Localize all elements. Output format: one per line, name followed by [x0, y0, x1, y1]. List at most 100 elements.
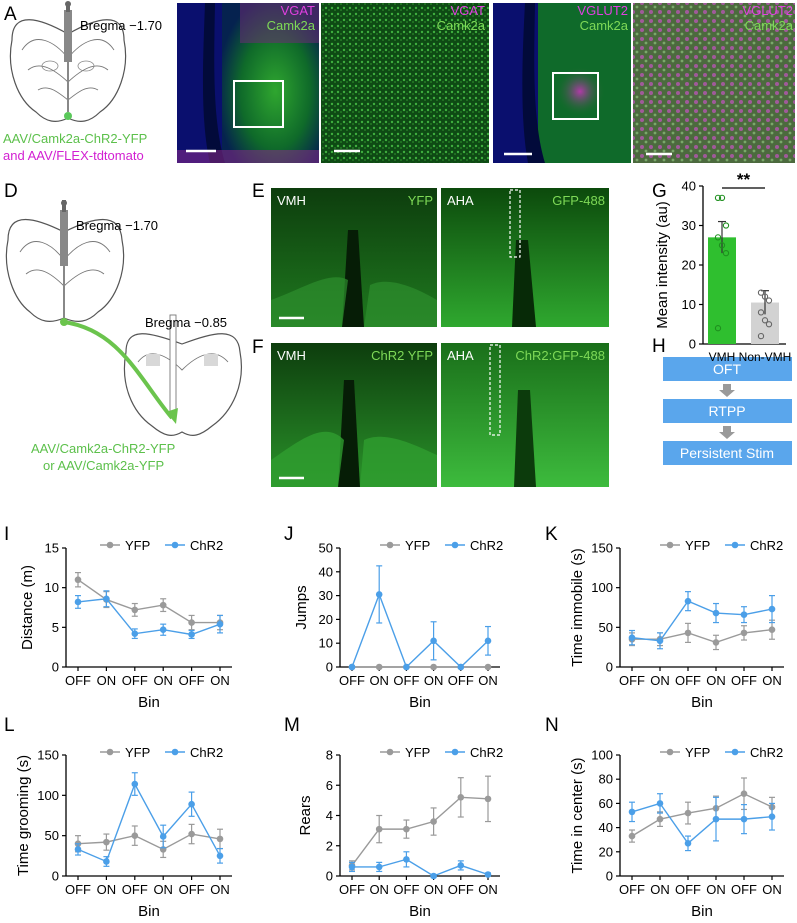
panel-n-y-tick-label: 80 — [599, 772, 613, 787]
panel-m-legend-yfp-label: YFP — [405, 745, 430, 760]
panel-j-y-tick-label: 10 — [319, 636, 333, 651]
panel-g-data-point — [718, 242, 726, 249]
panel-label-h: H — [652, 336, 666, 357]
panel-l-y-axis-label: Time grooming (s) — [15, 755, 32, 876]
panel-m-x-tick-label: ON — [424, 882, 444, 897]
panel-i-legend-yfp-label: YFP — [125, 538, 150, 553]
panel-n-legend-yfp-label: YFP — [685, 745, 710, 760]
panel-b-zoom-label-green: Camk2a — [437, 18, 486, 33]
panel-i-x-tick-label: ON — [210, 673, 230, 688]
panel-l-x-tick-label: OFF — [179, 882, 205, 897]
panel-i-yfp-line — [77, 579, 220, 624]
flow-step-persistent — [663, 441, 792, 465]
panel-n-y-tick-label: 20 — [599, 844, 613, 859]
panel-j-x-axis-label: Bin — [409, 694, 431, 711]
panel-j-line-chart: 0 10 20 30 40 50 OFF ON OFF ON OFF ON Bin Jumps YFP ChR… — [293, 538, 503, 711]
panel-l-y-tick-label: 0 — [52, 869, 59, 884]
panel-b-zoom-image — [321, 3, 489, 163]
panel-n-chr2-line — [631, 802, 773, 845]
panel-label-j: J — [284, 524, 294, 545]
panel-j-y-tick-label: 40 — [319, 564, 333, 579]
panel-l-chr2-line — [77, 782, 221, 863]
panel-k-x-axis-label: Bin — [691, 694, 713, 711]
panel-label-l: L — [4, 715, 15, 736]
panel-n-x-tick-label: ON — [650, 882, 670, 897]
panel-n-y-tick-label: 40 — [599, 820, 613, 835]
panel-m-x-axis-label: Bin — [409, 903, 431, 920]
panel-f-right-channel: ChR2:GFP-488 — [515, 348, 605, 363]
panel-i-chr2-point — [188, 631, 195, 638]
panel-k-x-tick-label: OFF — [731, 673, 757, 688]
panel-k-yfp-point — [740, 629, 748, 637]
panel-label-i: I — [4, 524, 9, 545]
panel-k-line-chart: 0 50 100 150 OFF ON OFF ON OFF ON Bin Time immobile… — [569, 538, 784, 711]
flow-step-persistent-label: Persistent Stim — [680, 445, 774, 461]
panel-j-y-tick-label: 30 — [319, 588, 333, 603]
panel-l-x-axis-label: Bin — [138, 903, 160, 920]
panel-b-zoom-label-magenta: VGAT — [451, 3, 485, 18]
panel-i-chr2-point — [131, 630, 139, 637]
panel-n-x-tick-label: OFF — [619, 882, 645, 897]
panel-m-yfp-point — [430, 818, 437, 825]
panel-g-bar-vmh — [708, 237, 736, 344]
panel-m-chr2-point — [348, 863, 356, 871]
panel-n-chr2-point — [684, 840, 692, 847]
flow-step-rtpp-label: RTPP — [708, 403, 745, 419]
panel-label-k: K — [545, 524, 558, 545]
panel-l-chr2-point — [131, 780, 139, 788]
panel-n-x-axis-label: Bin — [691, 903, 713, 920]
panel-m-yfp-line — [351, 796, 489, 866]
panel-c-label-magenta: VGLUT2 — [577, 3, 628, 18]
panel-g-data-point — [722, 222, 730, 229]
panel-m-chr2-point — [484, 871, 492, 878]
panel-j-yfp-point — [484, 663, 492, 671]
panel-l-y-tick-label: 100 — [37, 788, 59, 803]
panel-l-x-tick-label: OFF — [122, 882, 148, 897]
panel-n-y-axis-label: Time in center (s) — [569, 757, 586, 873]
panel-g-significance-label: ** — [737, 170, 751, 189]
panel-g-data-point — [722, 249, 730, 257]
panel-d-bregma-bottom: Bregma −0.85 — [145, 315, 227, 330]
panel-g-y-tick-label: 10 — [682, 297, 696, 312]
panel-g-data-point — [757, 309, 765, 316]
panel-i-y-tick-label: 15 — [45, 541, 59, 556]
panel-j-chr2-point — [457, 663, 465, 671]
panel-k-chr2-line — [631, 600, 773, 642]
panel-n-chr2-point — [768, 813, 776, 821]
panel-e-left-region: VMH — [277, 193, 306, 208]
panel-n-yfp-point — [684, 809, 692, 817]
panel-n-y-tick-label: 100 — [591, 748, 613, 763]
panel-g-y-axis-label: Mean intensity (au) — [654, 201, 671, 329]
panel-m-legend-chr2-label: ChR2 — [470, 745, 503, 760]
panel-i-line-chart: 0 5 10 15 OFF ON OFF ON OFF ON Bin Distance (m) YFP C… — [19, 538, 232, 711]
panel-j-x-tick-label: ON — [478, 673, 498, 688]
panel-g-data-point — [761, 317, 769, 324]
panel-f-right-region: AHA — [447, 348, 474, 363]
panel-k-legend-yfp-marker — [666, 541, 674, 549]
panel-m-y-tick-label: 4 — [326, 808, 333, 823]
panel-n-y-tick-label: 0 — [606, 869, 613, 884]
panel-e-right-channel: GFP-488 — [552, 193, 605, 208]
panel-m-x-tick-label: OFF — [393, 882, 419, 897]
panel-l-yfp-point — [131, 832, 139, 839]
panel-i-chr2-point — [159, 626, 167, 634]
panel-l-y-tick-label: 50 — [45, 828, 59, 843]
panel-j-chr2-line — [351, 592, 489, 669]
panel-n-yfp-point — [740, 790, 748, 798]
panel-j-x-tick-label: ON — [369, 673, 389, 688]
panel-l-x-tick-label: OFF — [65, 882, 91, 897]
panel-e-micrographs: VMH YFP AHA GFP-488 — [271, 188, 609, 327]
panel-g-y-tick-label: 20 — [682, 258, 696, 273]
panel-m-yfp-point — [457, 794, 465, 801]
panel-m-chr2-point — [375, 863, 383, 871]
panel-i-yfp-point — [74, 576, 82, 584]
panel-c-zoom-image — [633, 3, 795, 163]
panel-k-y-axis-label: Time immobile (s) — [569, 548, 586, 667]
panel-k-chr2-point — [768, 605, 776, 613]
panel-k-yfp-point — [712, 639, 720, 646]
panel-i-x-tick-label: OFF — [179, 673, 205, 688]
panel-l-chr2-point — [188, 800, 195, 808]
injection-pipette — [64, 10, 72, 62]
panel-i-x-tick-label: OFF — [122, 673, 148, 688]
panel-j-yfp-point — [375, 663, 383, 671]
